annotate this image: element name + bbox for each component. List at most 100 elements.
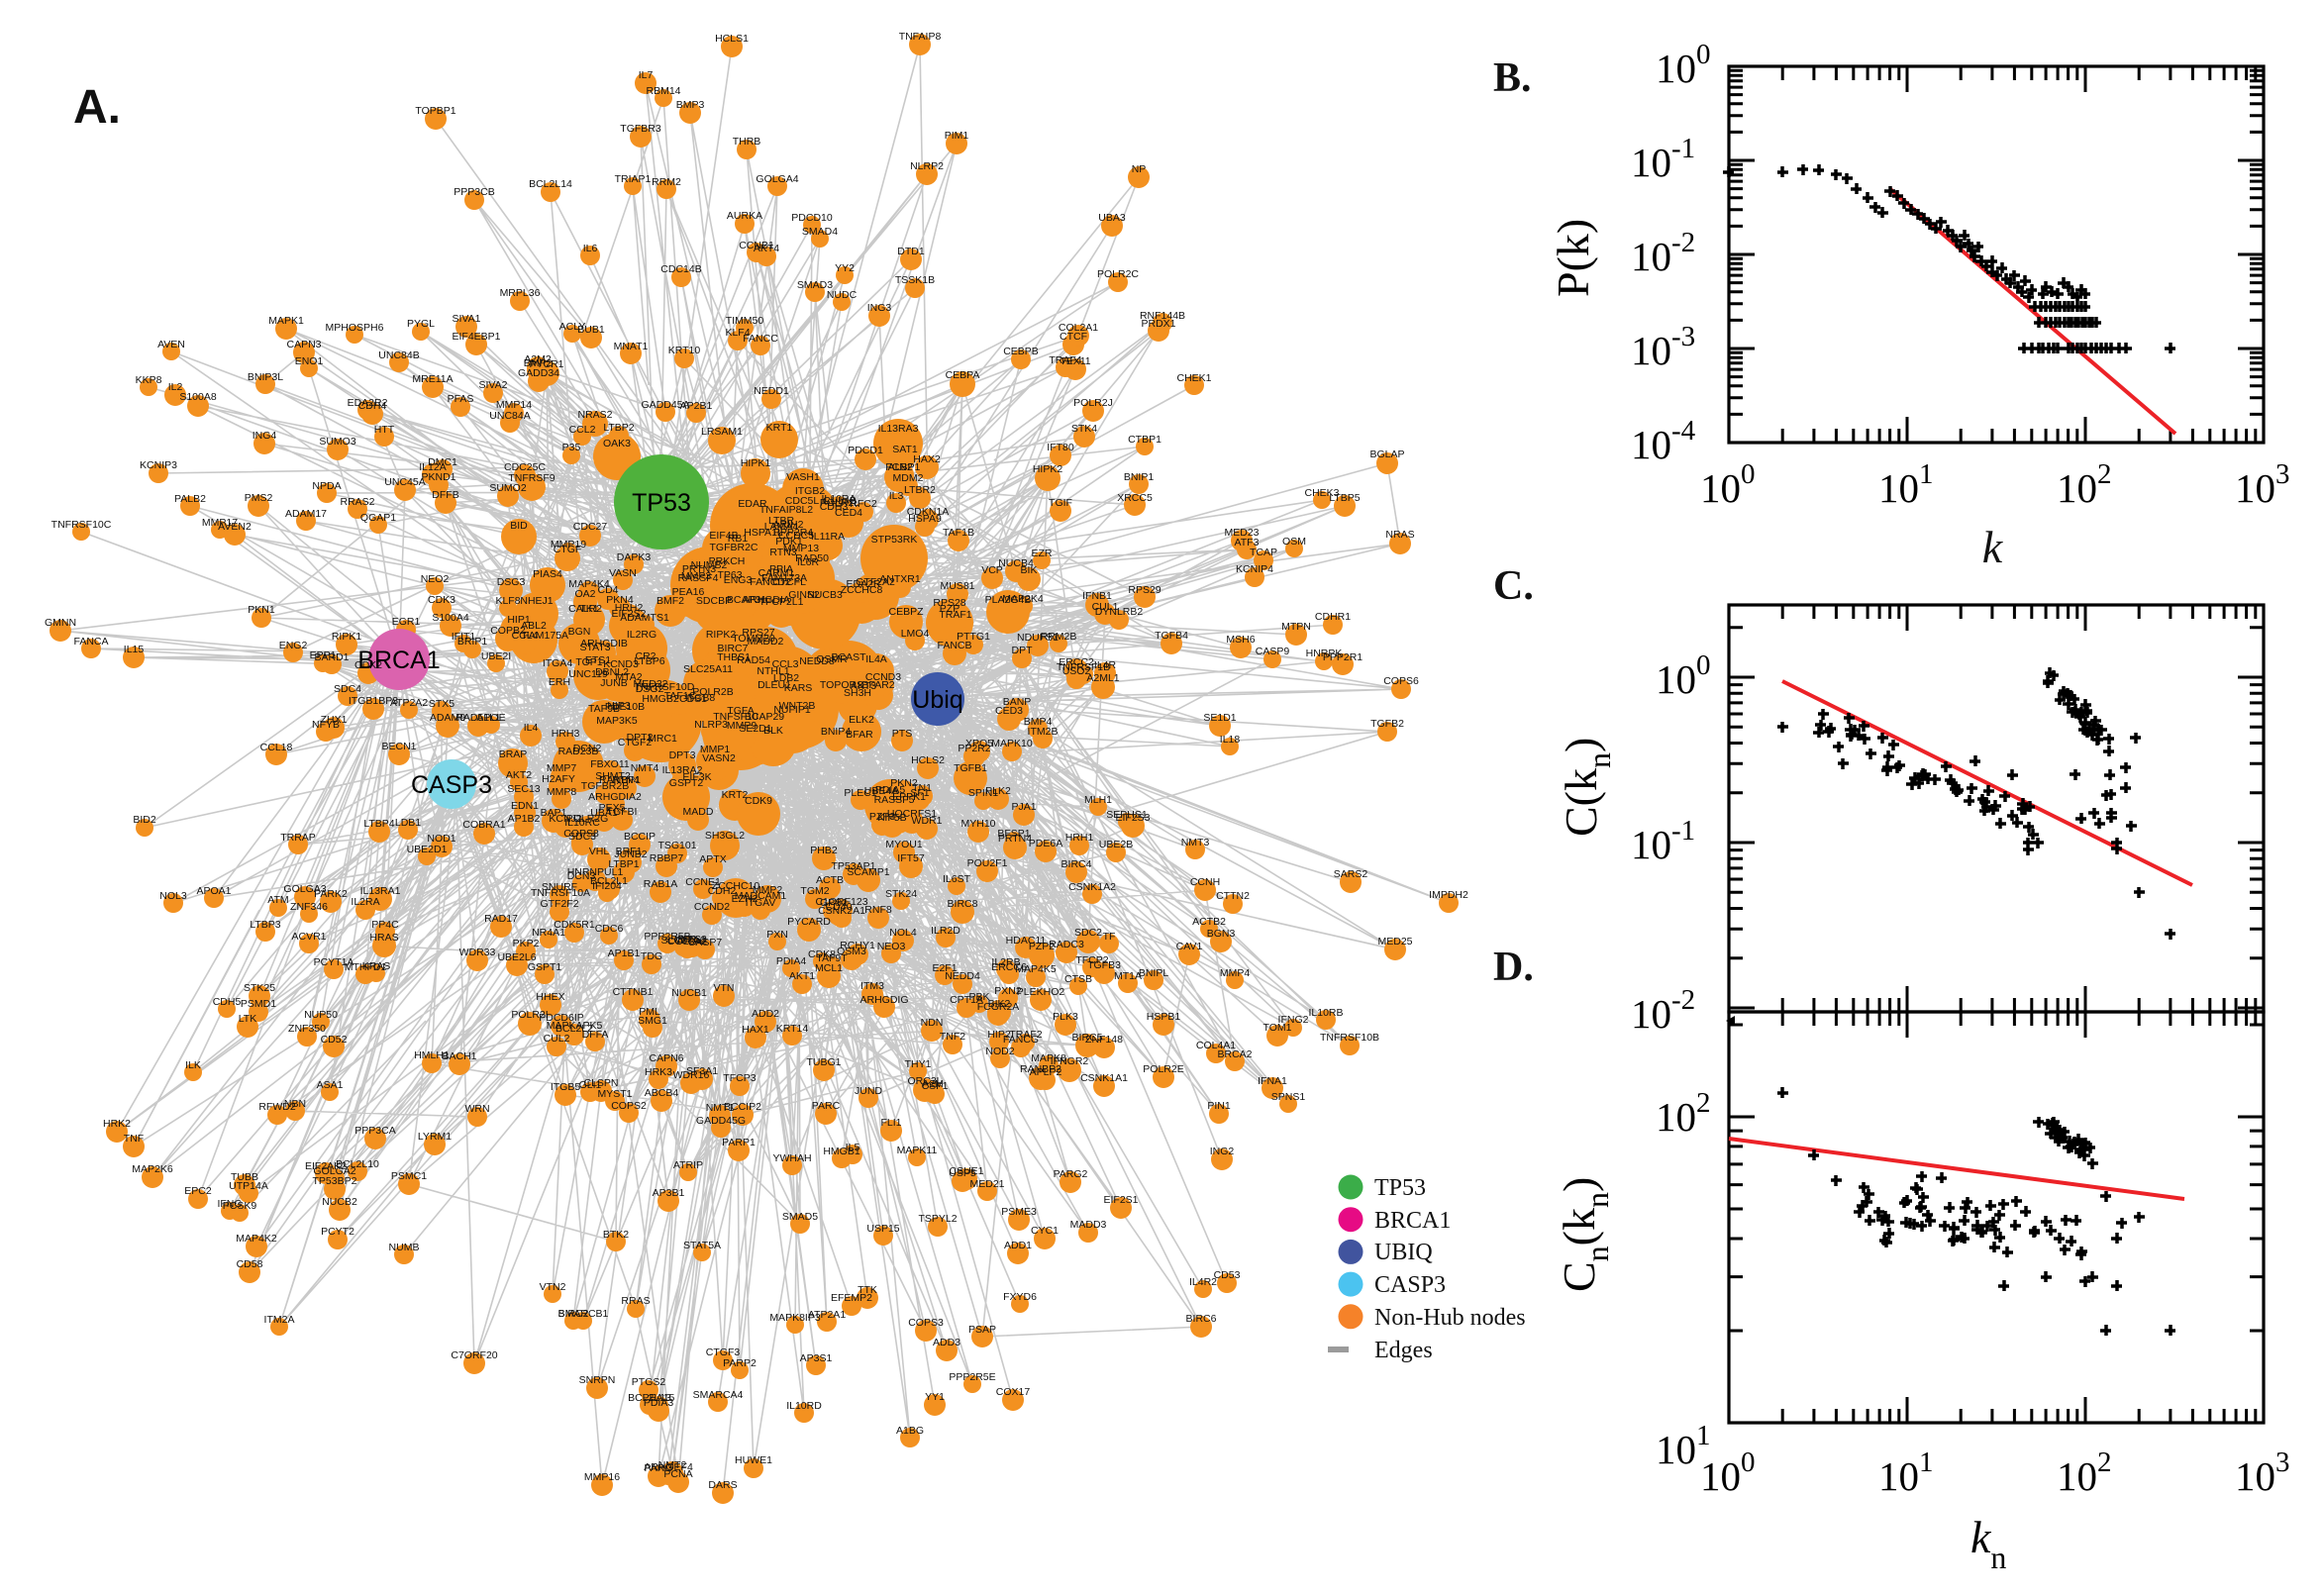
svg-text:PDIA3: PDIA3 [644, 1397, 674, 1409]
svg-text:MDM2: MDM2 [893, 472, 924, 484]
svg-text:KARS: KARS [784, 682, 813, 694]
svg-text:AVEN2: AVEN2 [218, 521, 252, 533]
svg-text:HIPK2: HIPK2 [1033, 463, 1063, 475]
svg-text:TAF1C: TAF1C [664, 690, 697, 702]
svg-text:P35: P35 [562, 442, 581, 453]
svg-text:Edges: Edges [1374, 1338, 1433, 1363]
svg-text:NMT3: NMT3 [1181, 837, 1210, 848]
svg-text:MADCAM1: MADCAM1 [735, 890, 787, 902]
svg-text:GSPT2: GSPT2 [669, 777, 704, 789]
svg-text:LTBP2: LTBP2 [603, 422, 634, 434]
svg-text:EIF2S3: EIF2S3 [1115, 812, 1150, 824]
svg-text:TSSK1B: TSSK1B [895, 274, 935, 286]
svg-text:IL10RA: IL10RA [821, 493, 856, 505]
svg-text:ACTB2: ACTB2 [1192, 916, 1226, 928]
svg-text:YY2: YY2 [835, 262, 855, 274]
svg-text:TCAP: TCAP [1250, 547, 1277, 558]
svg-text:BCL2L10: BCL2L10 [336, 1158, 379, 1170]
svg-text:PPP2R4: PPP2R4 [773, 527, 813, 539]
svg-text:APOE: APOE [476, 712, 505, 724]
svg-text:GINS2: GINS2 [788, 589, 820, 601]
svg-text:CSF1: CSF1 [922, 1080, 949, 1092]
svg-text:MTHFD1: MTHFD1 [345, 961, 387, 973]
svg-text:SE2D1: SE2D1 [739, 723, 771, 735]
svg-text:STK25: STK25 [244, 982, 275, 994]
svg-text:ZHX1: ZHX1 [321, 714, 348, 726]
svg-text:ADD2: ADD2 [752, 1008, 779, 1020]
svg-text:PCNA: PCNA [663, 1468, 692, 1480]
svg-text:SLC25A11: SLC25A11 [683, 663, 733, 675]
svg-text:100: 100 [1700, 1446, 1756, 1499]
svg-text:SIVA2: SIVA2 [479, 379, 508, 391]
svg-text:PPIA: PPIA [769, 563, 793, 575]
svg-text:RCHY1: RCHY1 [840, 940, 875, 951]
svg-text:MTPN: MTPN [1281, 621, 1311, 633]
svg-text:ADD1: ADD1 [1004, 1240, 1032, 1251]
svg-text:IFNB1: IFNB1 [1082, 590, 1112, 602]
svg-text:VASN: VASN [609, 567, 637, 579]
svg-text:WDR1: WDR1 [912, 815, 943, 827]
svg-text:PARC: PARC [812, 1100, 841, 1112]
svg-text:POU2F1: POU2F1 [967, 857, 1008, 869]
svg-text:PLA2G4B: PLA2G4B [985, 594, 1032, 606]
svg-text:EFEMP2: EFEMP2 [831, 1292, 872, 1304]
svg-text:ABL2: ABL2 [521, 620, 547, 632]
svg-text:WDR33: WDR33 [459, 947, 496, 958]
svg-text:EIF4B: EIF4B [709, 530, 738, 542]
svg-text:CR2: CR2 [635, 650, 656, 662]
svg-text:BECN1: BECN1 [381, 741, 416, 752]
svg-text:PTGS2: PTGS2 [632, 1376, 666, 1388]
svg-text:FANCA: FANCA [73, 636, 108, 648]
svg-text:CCL3: CCL3 [772, 658, 799, 670]
svg-text:A1BG: A1BG [896, 1425, 924, 1437]
svg-text:BFSP1: BFSP1 [997, 828, 1030, 840]
svg-text:VHL: VHL [589, 846, 610, 857]
svg-text:UBA3: UBA3 [1098, 212, 1126, 224]
svg-text:WNT2B: WNT2B [779, 700, 816, 712]
svg-text:ITGB1BP3: ITGB1BP3 [349, 695, 398, 707]
svg-text:PHB2: PHB2 [810, 845, 838, 856]
svg-text:GSPT1: GSPT1 [528, 961, 562, 973]
svg-text:KKP8: KKP8 [136, 374, 162, 386]
svg-text:IL13RA2: IL13RA2 [662, 764, 703, 776]
svg-text:SARS2: SARS2 [1334, 868, 1368, 880]
svg-text:CSNK2A1: CSNK2A1 [818, 905, 865, 917]
svg-text:CD58: CD58 [237, 1258, 263, 1270]
svg-text:IFNG2: IFNG2 [1278, 1014, 1309, 1026]
svg-text:MMP2: MMP2 [753, 884, 782, 896]
svg-text:PRKCH: PRKCH [709, 555, 746, 567]
svg-text:APLP2: APLP2 [1030, 1066, 1062, 1078]
svg-text:DCN2: DCN2 [573, 743, 602, 754]
svg-text:FBXO11: FBXO11 [590, 758, 630, 770]
svg-text:NDN: NDN [921, 1017, 944, 1029]
svg-text:SCAMP1: SCAMP1 [847, 866, 889, 878]
svg-text:MRE11A: MRE11A [412, 373, 453, 385]
svg-text:TAF9T: TAF9T [816, 952, 848, 964]
svg-text:PLK3: PLK3 [1053, 1011, 1078, 1023]
svg-text:TDG: TDG [641, 950, 662, 962]
svg-text:TNFRSF9: TNFRSF9 [508, 472, 555, 484]
svg-text:PSME3: PSME3 [1001, 1206, 1037, 1218]
svg-text:LAMA4: LAMA4 [764, 521, 799, 533]
svg-text:POLR2L: POLR2L [820, 497, 859, 509]
svg-text:EDAR: EDAR [738, 498, 767, 510]
svg-text:BCL2L2: BCL2L2 [556, 1023, 593, 1035]
svg-text:MAP4K4: MAP4K4 [568, 578, 610, 590]
svg-text:NOD2: NOD2 [985, 1046, 1014, 1057]
svg-text:LMO4: LMO4 [901, 628, 930, 640]
svg-text:CTCFL: CTCFL [772, 576, 806, 588]
svg-text:BIRC7: BIRC7 [718, 643, 749, 654]
svg-text:COX17: COX17 [996, 1386, 1031, 1398]
svg-text:MMP9: MMP9 [727, 720, 757, 732]
svg-text:HRH2: HRH2 [615, 602, 644, 614]
svg-text:PCYT1A: PCYT1A [314, 956, 354, 968]
svg-text:BFAR2: BFAR2 [861, 679, 894, 691]
svg-text:PZP: PZP [940, 603, 960, 615]
svg-text:TRRAP: TRRAP [280, 832, 316, 844]
svg-text:PEA15: PEA15 [643, 1392, 675, 1404]
svg-text:OSM3: OSM3 [837, 946, 866, 957]
svg-text:IL6: IL6 [583, 243, 598, 254]
svg-text:DBNL2: DBNL2 [595, 666, 629, 678]
svg-text:DPT3: DPT3 [669, 749, 696, 761]
svg-text:YY1: YY1 [925, 1391, 945, 1403]
